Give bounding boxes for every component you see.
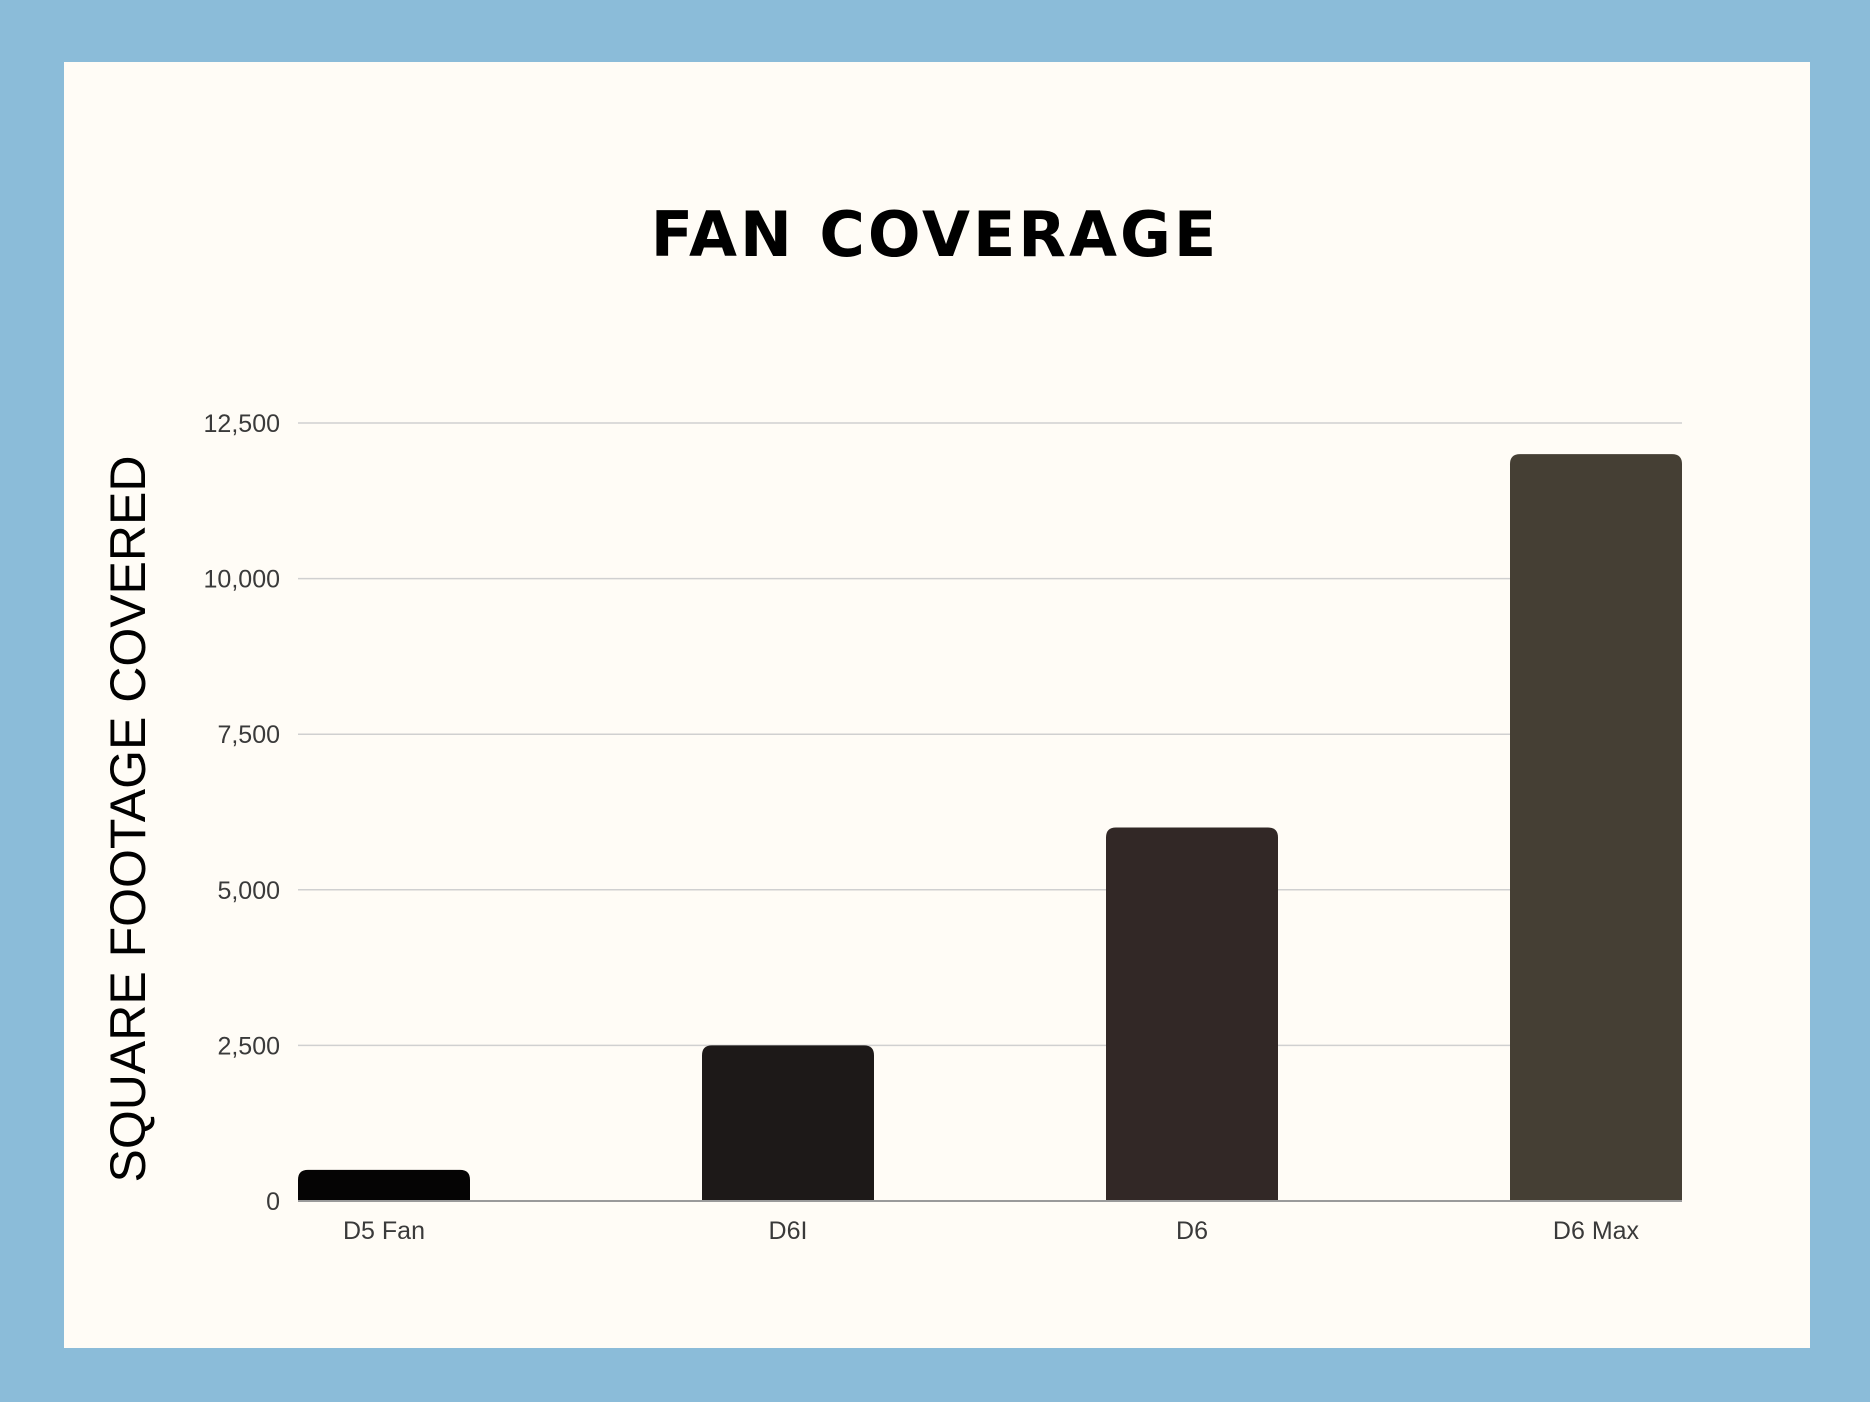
y-tick-labels: 0 2,500 5,000 7,500 10,000 12,500 (204, 410, 280, 1216)
y-tick-label: 10,000 (204, 566, 280, 594)
bar-d6i (702, 1045, 874, 1201)
y-tick-label: 0 (266, 1188, 280, 1216)
x-tick-label: D6I (769, 1217, 808, 1245)
bars (298, 454, 1682, 1201)
y-tick-label: 5,000 (217, 877, 280, 905)
x-tick-label: D5 Fan (343, 1217, 425, 1245)
bar-d6-max (1510, 454, 1682, 1201)
y-tick-label: 2,500 (217, 1032, 280, 1060)
chart-title: FAN COVERAGE (650, 198, 1220, 271)
gridlines (298, 422, 1682, 1047)
x-tick-label: D6 (1176, 1217, 1208, 1245)
y-tick-label: 12,500 (204, 410, 280, 438)
x-tick-label: D6 Max (1553, 1217, 1640, 1245)
bar-d5-fan (298, 1169, 470, 1201)
y-tick-label: 7,500 (217, 721, 280, 749)
bar-d6 (1106, 827, 1278, 1201)
x-tick-labels: D5 Fan D6I D6 D6 Max (343, 1217, 1640, 1245)
